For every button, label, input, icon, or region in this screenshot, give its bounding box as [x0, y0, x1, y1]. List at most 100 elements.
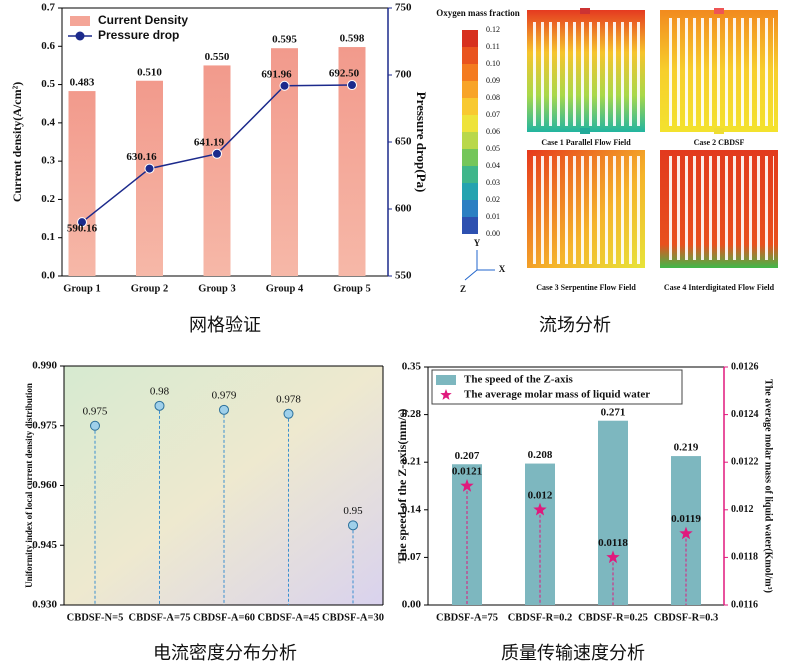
- colorbar-tick-label: 0.03: [486, 178, 500, 187]
- colorbar-tick-label: 0.00: [486, 229, 500, 238]
- y-axis-title: The speed of the Z-axis(mm/s): [395, 409, 409, 564]
- colorbar-tick-label: 0.11: [486, 42, 500, 51]
- line-point: [77, 217, 87, 228]
- colorbar-cell: [462, 132, 478, 149]
- caption: 流场分析: [539, 315, 611, 335]
- data-label: 590.16: [67, 223, 98, 235]
- data-label: 0.975: [83, 405, 108, 417]
- y-tick-label: 750: [395, 2, 412, 14]
- y-tick-label: 700: [395, 69, 412, 81]
- data-label: 0.483: [70, 77, 95, 89]
- y-tick-label: 0.28: [402, 408, 422, 420]
- colorbar-cell: [462, 183, 478, 200]
- y-tick-label: 0.0: [41, 270, 55, 282]
- y-tick-label: 550: [395, 270, 412, 282]
- bar: [136, 80, 163, 276]
- case-2: [660, 8, 778, 134]
- x-tick-label: CBDSF-A=75: [129, 612, 191, 623]
- colorbar-tick-label: 0.01: [486, 212, 500, 221]
- data-label: 0.98: [150, 385, 170, 397]
- x-tick-label: CBDSF-R=0.25: [578, 612, 648, 623]
- data-label: 0.208: [528, 449, 553, 461]
- colorbar-cell: [462, 47, 478, 64]
- data-label: 0.012: [528, 489, 553, 501]
- stem-point: [283, 408, 294, 419]
- legend-swatch: [436, 375, 456, 385]
- colorbar-cell: [462, 115, 478, 132]
- y-tick-label: 0.930: [32, 599, 57, 611]
- colorbar-cell: [462, 149, 478, 166]
- data-label: 692.50: [329, 68, 360, 80]
- colorbar-cell: [462, 64, 478, 81]
- x-tick-label: CBDSF-R=0.2: [508, 612, 573, 623]
- y-tick-label: 650: [395, 136, 412, 148]
- y-tick-label: 0.7: [41, 2, 55, 14]
- data-label: 0.0121: [452, 466, 482, 478]
- colorbar-tick-label: 0.07: [486, 110, 500, 119]
- colorbar-cell: [462, 30, 478, 47]
- colorbar-tick-label: 0.08: [486, 93, 500, 102]
- case-label: Case 2 CBDSF: [694, 138, 745, 147]
- legend-label: Pressure drop: [98, 28, 179, 42]
- y-tick-label: 0.0116: [731, 599, 758, 610]
- y-tick-label: 0.5: [41, 78, 55, 90]
- y-tick-label: 0.3: [41, 155, 55, 167]
- y-tick-label: 0.960: [32, 479, 57, 491]
- x-tick-label: Group 5: [333, 283, 370, 294]
- stem-point: [219, 404, 229, 415]
- stem-point: [348, 520, 358, 531]
- y-tick-label: 0.990: [32, 360, 57, 372]
- star-point: [679, 526, 693, 540]
- legend-label: Current Density: [98, 13, 188, 27]
- x-tick-label: CBDSF-A=45: [258, 612, 320, 623]
- data-label: 0.0118: [598, 537, 628, 549]
- legend-label: The speed of the Z-axis: [464, 374, 574, 386]
- colorbar-cell: [462, 166, 478, 183]
- axis-label: Z: [460, 284, 466, 294]
- colorbar-tick-label: 0.12: [486, 25, 500, 34]
- data-label: 0.95: [343, 505, 363, 517]
- data-label: 0.550: [205, 51, 230, 63]
- y-tick-label: 0.975: [32, 419, 57, 431]
- caption: 网格验证: [189, 315, 261, 335]
- data-label: 0.207: [455, 450, 480, 462]
- data-label: 691.96: [261, 68, 292, 80]
- flow-field-panel: Oxygen mass fraction Case 1 Parallel Flo…: [436, 8, 778, 335]
- bar: [68, 91, 96, 276]
- y2-axis-title: Pressure drop(Pa): [414, 92, 429, 193]
- bar: [598, 420, 628, 605]
- data-label: 0.219: [674, 442, 699, 454]
- y-axis-title: Uniformity index of local current densit…: [24, 383, 34, 588]
- colorbar-tick-label: 0.02: [486, 195, 500, 204]
- y-tick-label: 0.2: [41, 193, 55, 205]
- y-tick-label: 0.1: [41, 231, 55, 243]
- data-label: 630.16: [126, 151, 157, 163]
- bar: [525, 463, 555, 605]
- y-tick-label: 0.35: [402, 361, 422, 373]
- x-tick-label: Group 2: [131, 283, 168, 294]
- line-point: [347, 80, 357, 91]
- star-point: [460, 479, 474, 492]
- caption: 质量传输速度分析: [501, 643, 645, 663]
- case-label: Case 4 Interdigitated Flow Field: [664, 283, 775, 292]
- y-tick-label: 0.00: [402, 599, 422, 611]
- y-tick-label: 600: [395, 203, 412, 215]
- line-point: [279, 80, 290, 91]
- data-label: 0.595: [272, 34, 297, 46]
- y-tick-label: 0.4: [41, 116, 55, 128]
- x-tick-label: CBDSF-A=75: [436, 612, 498, 623]
- axis-label: X: [499, 264, 506, 274]
- data-label: 0.598: [340, 33, 365, 45]
- y-tick-label: 0.0126: [731, 361, 759, 372]
- x-tick-label: CBDSF-A=60: [193, 612, 255, 623]
- colorbar-tick-label: 0.05: [486, 144, 500, 153]
- x-tick-label: Group 1: [63, 283, 100, 294]
- caption: 电流密度分布分析: [153, 643, 297, 663]
- case-4: [660, 150, 778, 268]
- legend-swatch: [70, 16, 90, 26]
- colorbar-tick-label: 0.09: [486, 76, 500, 85]
- axis-triad: [464, 250, 495, 281]
- y2-axis-title: The average molar mass of liquid water(K…: [763, 379, 774, 593]
- bar: [203, 65, 231, 276]
